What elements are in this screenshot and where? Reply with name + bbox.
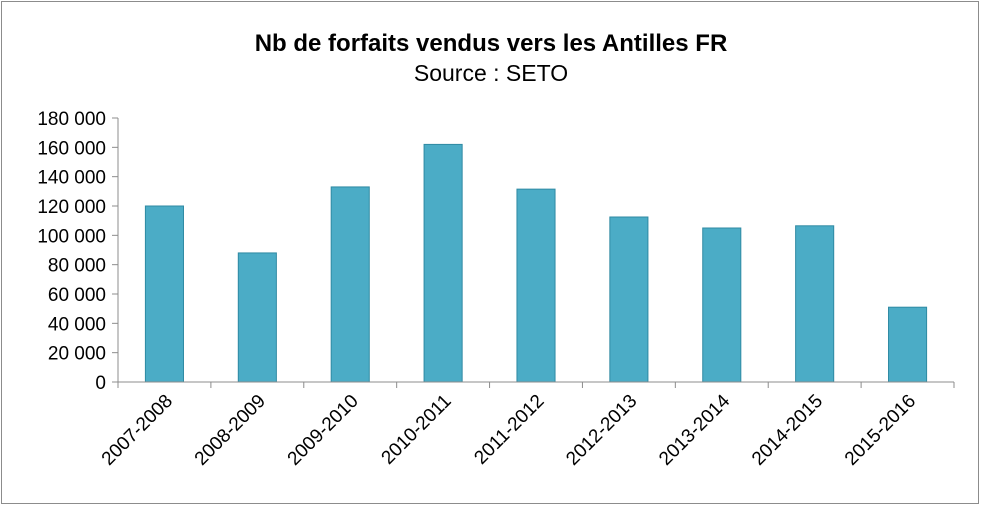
y-tick-label: 100 000 [37, 226, 106, 247]
x-tick-label: 2011-2012 [470, 391, 548, 469]
y-tick-label: 160 000 [37, 138, 106, 159]
x-tick-label: 2007-2008 [98, 391, 177, 470]
chart-title: Nb de forfaits vendus vers les Antilles … [255, 30, 728, 57]
chart-subtitle: Source : SETO [414, 60, 568, 86]
y-tick-label: 40 000 [48, 314, 106, 335]
x-tick-label: 2009-2010 [284, 391, 363, 470]
y-tick-label: 140 000 [37, 168, 106, 189]
bars [144, 143, 928, 383]
x-tick-label: 2010-2011 [378, 391, 456, 469]
bar-2010-2011 [423, 143, 463, 383]
y-tick-label: 60 000 [48, 285, 106, 306]
x-tick-label: 2015-2016 [841, 391, 920, 470]
bar-2014-2015 [795, 225, 835, 383]
y-tick-label: 120 000 [37, 197, 106, 218]
bar-2011-2012 [516, 188, 556, 383]
bar-2015-2016 [888, 306, 928, 383]
bar-2008-2009 [237, 252, 277, 383]
bar-2009-2010 [330, 186, 370, 383]
bar-2007-2008 [144, 205, 184, 383]
y-tick-label: 0 [95, 373, 106, 394]
x-tick-label: 2012-2013 [562, 391, 641, 470]
x-tick-label: 2013-2014 [655, 390, 734, 469]
x-axis: 2007-2008 2008-2009 2009-2010 2010-2011 2011… [98, 381, 955, 470]
y-tick-label: 80 000 [48, 256, 106, 277]
y-tick-label: 180 000 [37, 109, 106, 130]
x-tick-label: 2014-2015 [748, 391, 827, 470]
bar-2012-2013 [609, 216, 649, 383]
x-tick-label: 2008-2009 [191, 391, 270, 470]
y-tick-label: 20 000 [48, 344, 106, 365]
y-axis: 0 20 000 40 000 60 000 80 000 100 000 120 000 1… [37, 109, 119, 394]
bar-2013-2014 [702, 227, 742, 383]
